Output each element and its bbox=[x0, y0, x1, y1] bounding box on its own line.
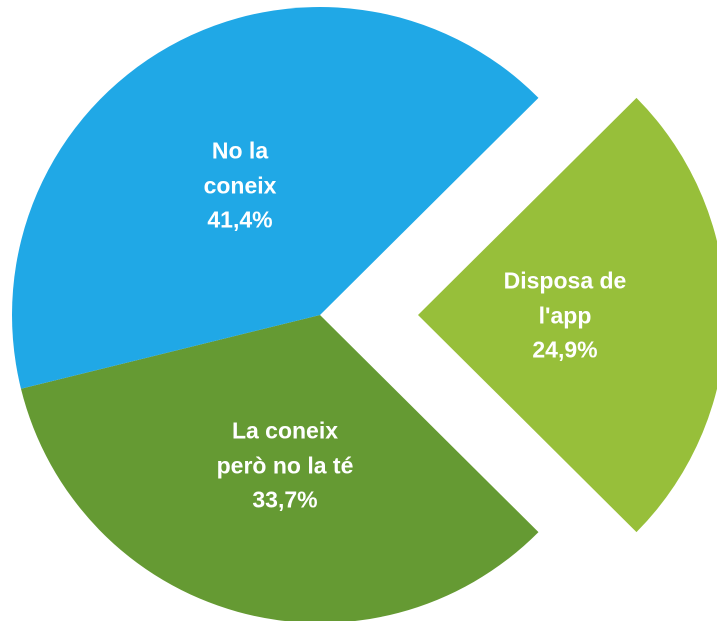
pie-slice bbox=[12, 6, 539, 389]
slice-label: Disposa de l'app 24,9% bbox=[503, 263, 628, 367]
category-label: No la coneix bbox=[203, 137, 277, 198]
value-label: 24,9% bbox=[532, 336, 598, 363]
pie-slice bbox=[418, 97, 717, 533]
slice-label: La coneix però no la té 33,7% bbox=[210, 413, 360, 517]
value-label: 41,4% bbox=[207, 206, 273, 233]
category-label: La coneix però no la té bbox=[216, 417, 354, 478]
pie-slice bbox=[20, 315, 539, 621]
value-label: 33,7% bbox=[252, 486, 318, 513]
slice-label: No la coneix 41,4% bbox=[185, 133, 295, 237]
category-label: Disposa de l'app bbox=[503, 267, 627, 328]
